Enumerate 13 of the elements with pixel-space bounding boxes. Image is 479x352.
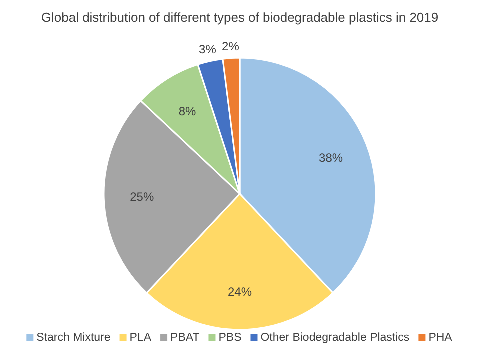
data-label: 24% [228, 284, 252, 299]
data-label: 3% [199, 42, 217, 57]
data-label: 8% [178, 104, 197, 118]
data-label: 38% [319, 150, 344, 165]
legend-label: PHA [428, 332, 453, 344]
legend-label: PBAT [170, 332, 200, 344]
chart-title: Global distribution of different types of biodegradable plastics in 2019 [41, 10, 439, 25]
legend-label: Starch Mixture [36, 332, 111, 344]
data-label: 25% [130, 190, 154, 204]
legend-label: PBS [218, 332, 242, 344]
data-label: 2% [222, 39, 240, 54]
legend-label: Other Biodegradable Plastics [260, 332, 410, 344]
legend-label: PLA [130, 332, 152, 344]
